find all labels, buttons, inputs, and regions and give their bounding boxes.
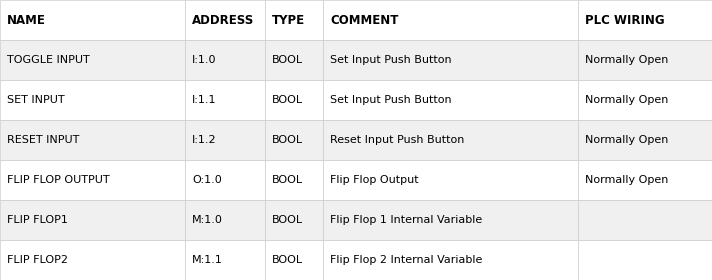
Bar <box>0 0 185 40</box>
Text: Flip Flop 1 Internal Variable: Flip Flop 1 Internal Variable <box>330 215 482 225</box>
Bar <box>323 0 578 40</box>
Bar <box>185 80 265 120</box>
Text: I:1.1: I:1.1 <box>192 95 216 105</box>
Text: BOOL: BOOL <box>272 135 303 145</box>
Text: ADDRESS: ADDRESS <box>192 13 254 27</box>
Text: Flip Flop Output: Flip Flop Output <box>330 175 419 185</box>
Bar <box>323 240 578 280</box>
Bar <box>323 160 578 200</box>
Bar <box>185 200 265 240</box>
Text: FLIP FLOP2: FLIP FLOP2 <box>7 255 68 265</box>
Bar <box>185 40 265 80</box>
Bar <box>265 40 323 80</box>
Text: Reset Input Push Button: Reset Input Push Button <box>330 135 464 145</box>
Text: RESET INPUT: RESET INPUT <box>7 135 79 145</box>
Bar <box>265 200 323 240</box>
Text: BOOL: BOOL <box>272 95 303 105</box>
Bar <box>185 120 265 160</box>
Text: SET INPUT: SET INPUT <box>7 95 65 105</box>
Bar <box>185 240 265 280</box>
Bar <box>578 240 712 280</box>
Text: Normally Open: Normally Open <box>585 55 669 65</box>
Text: Flip Flop 2 Internal Variable: Flip Flop 2 Internal Variable <box>330 255 482 265</box>
Bar <box>265 0 323 40</box>
Text: BOOL: BOOL <box>272 55 303 65</box>
Text: BOOL: BOOL <box>272 175 303 185</box>
Bar <box>185 0 265 40</box>
Text: I:1.2: I:1.2 <box>192 135 216 145</box>
Bar <box>578 80 712 120</box>
Bar <box>578 160 712 200</box>
Text: TOGGLE INPUT: TOGGLE INPUT <box>7 55 90 65</box>
Bar <box>0 80 185 120</box>
Text: Set Input Push Button: Set Input Push Button <box>330 55 451 65</box>
Text: BOOL: BOOL <box>272 215 303 225</box>
Bar <box>0 160 185 200</box>
Text: COMMENT: COMMENT <box>330 13 399 27</box>
Text: FLIP FLOP1: FLIP FLOP1 <box>7 215 68 225</box>
Bar <box>265 160 323 200</box>
Bar <box>578 0 712 40</box>
Text: Normally Open: Normally Open <box>585 175 669 185</box>
Text: BOOL: BOOL <box>272 255 303 265</box>
Bar <box>323 40 578 80</box>
Bar <box>265 240 323 280</box>
Bar <box>265 80 323 120</box>
Bar <box>578 120 712 160</box>
Text: M:1.0: M:1.0 <box>192 215 223 225</box>
Text: I:1.0: I:1.0 <box>192 55 216 65</box>
Bar <box>0 120 185 160</box>
Text: M:1.1: M:1.1 <box>192 255 223 265</box>
Bar <box>185 160 265 200</box>
Bar <box>0 240 185 280</box>
Text: Normally Open: Normally Open <box>585 135 669 145</box>
Text: TYPE: TYPE <box>272 13 305 27</box>
Bar <box>0 200 185 240</box>
Text: Set Input Push Button: Set Input Push Button <box>330 95 451 105</box>
Text: Normally Open: Normally Open <box>585 95 669 105</box>
Text: NAME: NAME <box>7 13 46 27</box>
Bar <box>323 80 578 120</box>
Bar <box>323 120 578 160</box>
Bar <box>265 120 323 160</box>
Bar <box>578 40 712 80</box>
Text: FLIP FLOP OUTPUT: FLIP FLOP OUTPUT <box>7 175 110 185</box>
Text: O:1.0: O:1.0 <box>192 175 221 185</box>
Bar <box>0 40 185 80</box>
Bar <box>323 200 578 240</box>
Bar <box>578 200 712 240</box>
Text: PLC WIRING: PLC WIRING <box>585 13 664 27</box>
